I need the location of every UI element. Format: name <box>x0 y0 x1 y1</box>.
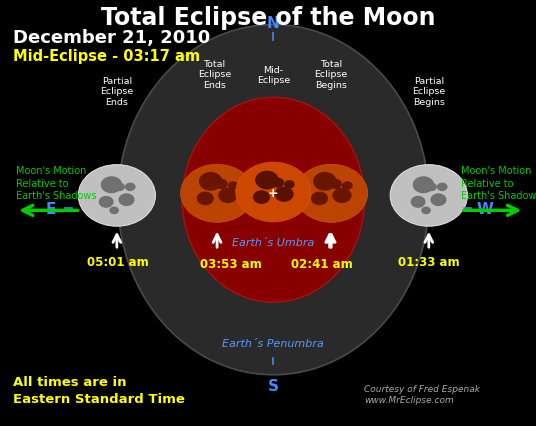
Circle shape <box>329 179 342 190</box>
Circle shape <box>421 207 431 215</box>
Circle shape <box>215 179 228 190</box>
Text: Courtesy of Fred Espenak
www.MrEclipse.com: Courtesy of Fred Espenak www.MrEclipse.c… <box>364 384 480 404</box>
Circle shape <box>332 188 352 204</box>
Circle shape <box>101 177 122 194</box>
Circle shape <box>199 173 222 191</box>
Circle shape <box>284 181 295 189</box>
Circle shape <box>390 165 467 227</box>
Text: Partial
Eclipse
Ends: Partial Eclipse Ends <box>100 77 133 106</box>
Circle shape <box>342 182 353 190</box>
Circle shape <box>253 191 270 204</box>
Text: Mid-Eclipse - 03:17 am: Mid-Eclipse - 03:17 am <box>13 49 200 64</box>
Circle shape <box>295 165 368 223</box>
Circle shape <box>426 183 437 192</box>
Text: Mid-
Eclipse: Mid- Eclipse <box>257 66 290 85</box>
Circle shape <box>274 187 294 202</box>
Text: Moon's Motion
Relative to
Earth's Shadows: Moon's Motion Relative to Earth's Shadow… <box>16 166 96 201</box>
Circle shape <box>255 171 279 190</box>
Text: 03:53 am: 03:53 am <box>199 258 262 271</box>
Text: E: E <box>46 201 56 216</box>
Circle shape <box>271 178 284 188</box>
Circle shape <box>118 194 135 207</box>
Circle shape <box>437 183 448 192</box>
Circle shape <box>125 183 136 192</box>
Circle shape <box>78 165 155 227</box>
Circle shape <box>181 165 254 223</box>
Text: All times are in
Eastern Standard Time: All times are in Eastern Standard Time <box>13 375 185 405</box>
Ellipse shape <box>182 98 364 302</box>
Text: Total
Eclipse
Begins: Total Eclipse Begins <box>315 60 348 89</box>
Circle shape <box>413 177 434 194</box>
Text: 01:33 am: 01:33 am <box>398 256 459 268</box>
Text: Moon's Motion
Relative to
Earth's Shadows: Moon's Motion Relative to Earth's Shadow… <box>461 166 536 201</box>
Text: Total Eclipse of the Moon: Total Eclipse of the Moon <box>101 6 435 30</box>
Circle shape <box>114 183 125 192</box>
Circle shape <box>313 173 337 191</box>
Text: Earth´s Umbra: Earth´s Umbra <box>232 238 315 248</box>
Text: 02:41 am: 02:41 am <box>291 258 353 271</box>
Text: December 21, 2010: December 21, 2010 <box>13 29 211 47</box>
Text: 05:01 am: 05:01 am <box>87 256 149 268</box>
Circle shape <box>236 163 311 222</box>
Circle shape <box>109 207 119 215</box>
Ellipse shape <box>118 26 429 375</box>
Circle shape <box>430 194 446 207</box>
Text: Earth´s Penumbra: Earth´s Penumbra <box>222 338 324 348</box>
Text: N: N <box>267 16 280 31</box>
Circle shape <box>197 192 214 206</box>
Text: +: + <box>268 186 279 199</box>
Text: W: W <box>477 201 494 216</box>
Circle shape <box>218 188 237 204</box>
Circle shape <box>228 182 239 190</box>
Text: S: S <box>268 378 279 393</box>
Text: Total
Eclipse
Ends: Total Eclipse Ends <box>198 60 231 89</box>
Circle shape <box>99 196 114 208</box>
Circle shape <box>311 192 328 206</box>
Circle shape <box>411 196 426 208</box>
Text: Partial
Eclipse
Begins: Partial Eclipse Begins <box>412 77 445 106</box>
